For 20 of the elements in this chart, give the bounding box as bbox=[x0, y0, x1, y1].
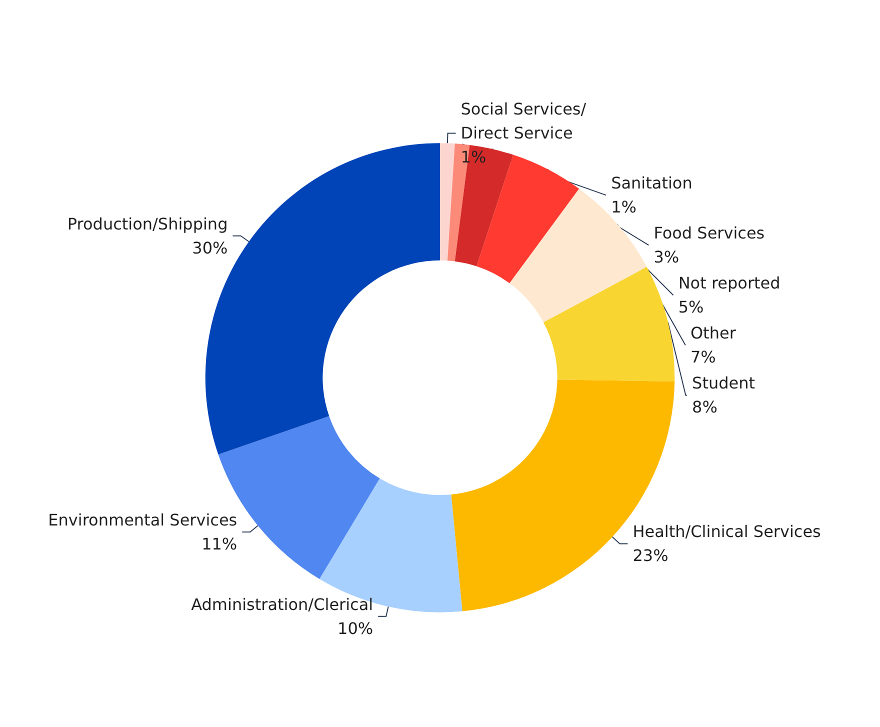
data-label: 23% bbox=[632, 546, 668, 566]
slice-label: Not reported bbox=[678, 274, 780, 293]
data-label: 8% bbox=[692, 398, 718, 417]
slice-label: Environmental Services bbox=[48, 510, 238, 530]
slice-label: Sanitation bbox=[611, 174, 692, 193]
data-label: 3% bbox=[654, 248, 680, 267]
data-label: 7% bbox=[690, 348, 716, 367]
slice-label: Administration/Clerical bbox=[191, 594, 374, 614]
data-label: 5% bbox=[678, 298, 704, 317]
slice-label: Student bbox=[692, 374, 756, 393]
slice-label: Other bbox=[690, 324, 736, 343]
slice-label: Health/Clinical Services bbox=[632, 522, 821, 542]
data-label: 11% bbox=[202, 534, 238, 554]
data-label: 30% bbox=[192, 238, 228, 258]
data-label: 1% bbox=[460, 148, 486, 167]
slice-label: Production/Shipping bbox=[67, 214, 228, 234]
slice-label: Food Services bbox=[654, 224, 765, 243]
data-label: 1% bbox=[611, 198, 636, 217]
slice-label: Social Services/ Direct Service bbox=[460, 100, 587, 143]
data-label: 10% bbox=[338, 618, 374, 638]
